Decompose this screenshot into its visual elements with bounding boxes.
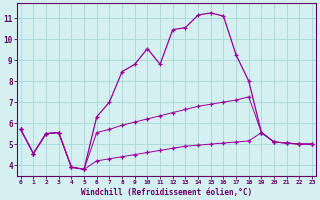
X-axis label: Windchill (Refroidissement éolien,°C): Windchill (Refroidissement éolien,°C) (81, 188, 252, 197)
